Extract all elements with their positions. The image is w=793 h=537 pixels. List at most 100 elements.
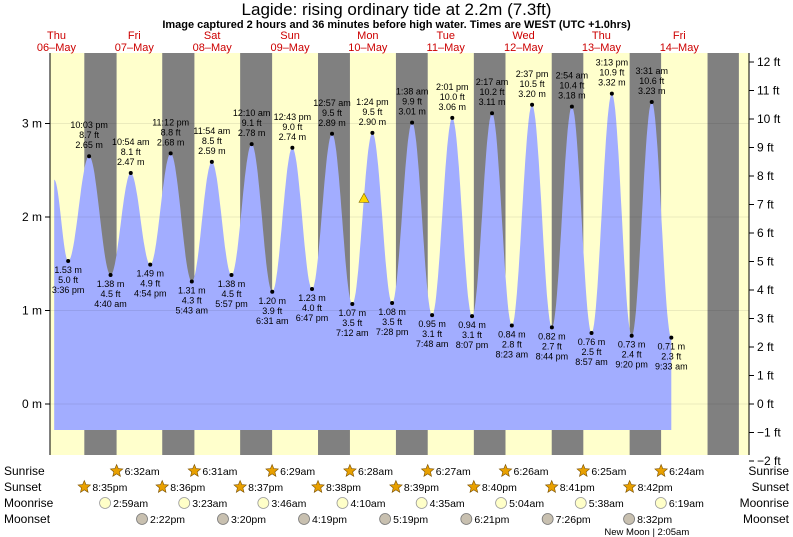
tide-label-time: 6:31 am [256, 316, 289, 326]
moonrise-icon [415, 497, 428, 509]
right-axis-label: 2 ft [757, 340, 774, 354]
moonset-row-label: Moonset [743, 512, 790, 526]
moonrise-icon [654, 497, 667, 509]
moonrise-icon [257, 497, 270, 509]
tide-label-time: 1:38 am [396, 87, 429, 97]
tide-label-height-ft: 9.1 ft [242, 118, 263, 128]
day-date: 12–May [504, 42, 544, 54]
moonrise-row-label: Moonrise [740, 496, 790, 510]
high-tide-point [370, 130, 375, 135]
tide-label-time: 5:57 pm [215, 299, 248, 309]
moonrise-icon [99, 497, 111, 509]
sunset-time: 8:39pm [404, 482, 439, 494]
sunrise-row-label: Sunrise [748, 464, 789, 478]
high-tide-point [609, 91, 614, 96]
tide-label-time: 3:36 pm [52, 285, 85, 295]
right-axis-label: 11 ft [757, 84, 780, 98]
moonrise-icon [574, 497, 587, 509]
sunrise-time: 6:26am [514, 466, 549, 478]
right-axis-label: 4 ft [757, 283, 774, 297]
tide-label-height-ft: 2.7 ft [542, 341, 563, 351]
sunset-time: 8:40pm [482, 482, 517, 494]
high-tide-point [249, 142, 254, 147]
tide-label-time: 7:48 am [416, 339, 449, 349]
tide-label-height-ft: 9.9 ft [402, 97, 423, 107]
right-axis-label: 0 ft [757, 397, 774, 411]
day-labels: Thu06–MayFri07–MaySat08–MaySun09–MayMon1… [37, 30, 699, 54]
tide-label-height-ft: 4.0 ft [302, 303, 323, 313]
right-axis-label: 6 ft [757, 226, 774, 240]
tide-label-height-ft: 9.0 ft [282, 122, 303, 132]
tide-label-height-m: 3.06 m [439, 102, 467, 112]
page-title: Lagide: rising ordinary tide at 2.2m (7.… [241, 0, 552, 19]
sunset-row-label: Sunset [4, 480, 42, 494]
day-weekday: Fri [673, 30, 686, 42]
tide-label-height-ft: 10.6 ft [639, 76, 665, 86]
tide-label-time: 7:28 pm [376, 327, 409, 337]
low-tide-point [350, 301, 355, 306]
low-tide-point [549, 325, 554, 330]
right-axis-label: 5 ft [757, 255, 774, 269]
moonrise-time: 4:35am [430, 498, 465, 510]
sunset-icon [233, 479, 248, 493]
low-tide-point [589, 330, 594, 335]
tide-label-height-ft: 2.4 ft [622, 350, 643, 360]
moonrise-icon [495, 497, 507, 509]
sunrise-icon [343, 463, 357, 477]
tide-label-time: 11:54 am [193, 126, 230, 136]
moonset-icon [541, 513, 554, 525]
high-tide-point [649, 99, 654, 104]
day-date: 13–May [582, 42, 622, 54]
low-tide-point [669, 335, 674, 340]
moonrise-time: 2:59am [113, 498, 148, 510]
tide-label-height-m: 1.49 m [136, 269, 164, 279]
low-tide-point [148, 262, 153, 267]
tide-label-time: 4:40 am [94, 299, 127, 309]
right-axis-label: 1 ft [757, 369, 774, 383]
tide-label-height-m: 2.74 m [279, 132, 307, 142]
moonset-icon [623, 513, 635, 525]
tide-label-height-m: 0.71 m [658, 342, 686, 352]
tide-label-height-ft: 10.9 ft [599, 68, 625, 78]
tide-label-height-m: 1.31 m [178, 286, 206, 296]
tide-label-height-ft: 3.5 ft [342, 318, 363, 328]
low-tide-point [430, 313, 435, 318]
tide-label-height-ft: 8.1 ft [121, 147, 142, 157]
tide-label-height-m: 1.20 m [258, 296, 286, 306]
day-date: 10–May [348, 42, 388, 54]
tide-label-height-ft: 8.5 ft [202, 136, 223, 146]
low-tide-point [270, 289, 275, 294]
moonrise-time: 5:04am [509, 498, 544, 510]
high-tide-point [209, 159, 214, 164]
moonset-time: 7:26pm [556, 514, 591, 526]
day-date: 07–May [115, 42, 155, 54]
tide-label-height-ft: 9.5 ft [322, 108, 343, 118]
tide-label-height-m: 1.38 m [218, 279, 246, 289]
low-tide-point [66, 258, 71, 263]
moonrise-time: 4:10am [350, 498, 385, 510]
sunrise-time: 6:32am [125, 466, 160, 478]
page-subtitle: Image captured 2 hours and 36 minutes be… [162, 19, 631, 31]
sunrise-time: 6:28am [358, 466, 393, 478]
sunset-icon [155, 479, 170, 493]
tide-label-time: 1:24 pm [356, 97, 389, 107]
tide-label-height-m: 1.53 m [54, 265, 82, 275]
day-weekday: Thu [47, 30, 66, 42]
tide-label-time: 10:54 am [112, 137, 150, 147]
tide-label-height-ft: 4.5 ft [221, 289, 242, 299]
moonrise-time: 6:19am [669, 498, 704, 510]
tide-label-height-ft: 2.3 ft [661, 352, 682, 362]
high-tide-point [490, 111, 495, 116]
right-axis-label: −2 ft [757, 454, 781, 468]
right-axis-label: 7 ft [757, 198, 774, 212]
tide-label-time: 12:57 am [313, 98, 351, 108]
tide-label-time: 4:54 pm [134, 289, 167, 299]
tide-label-height-ft: 10.5 ft [520, 79, 546, 89]
moonset-row-label: Moonset [4, 512, 51, 526]
tide-label-time: 8:44 pm [536, 351, 569, 361]
tide-label-height-ft: 3.9 ft [262, 306, 283, 316]
low-tide-point [189, 279, 194, 284]
high-tide-point [330, 131, 335, 136]
day-weekday: Mon [357, 30, 378, 42]
tide-label-time: 7:12 am [336, 328, 369, 338]
